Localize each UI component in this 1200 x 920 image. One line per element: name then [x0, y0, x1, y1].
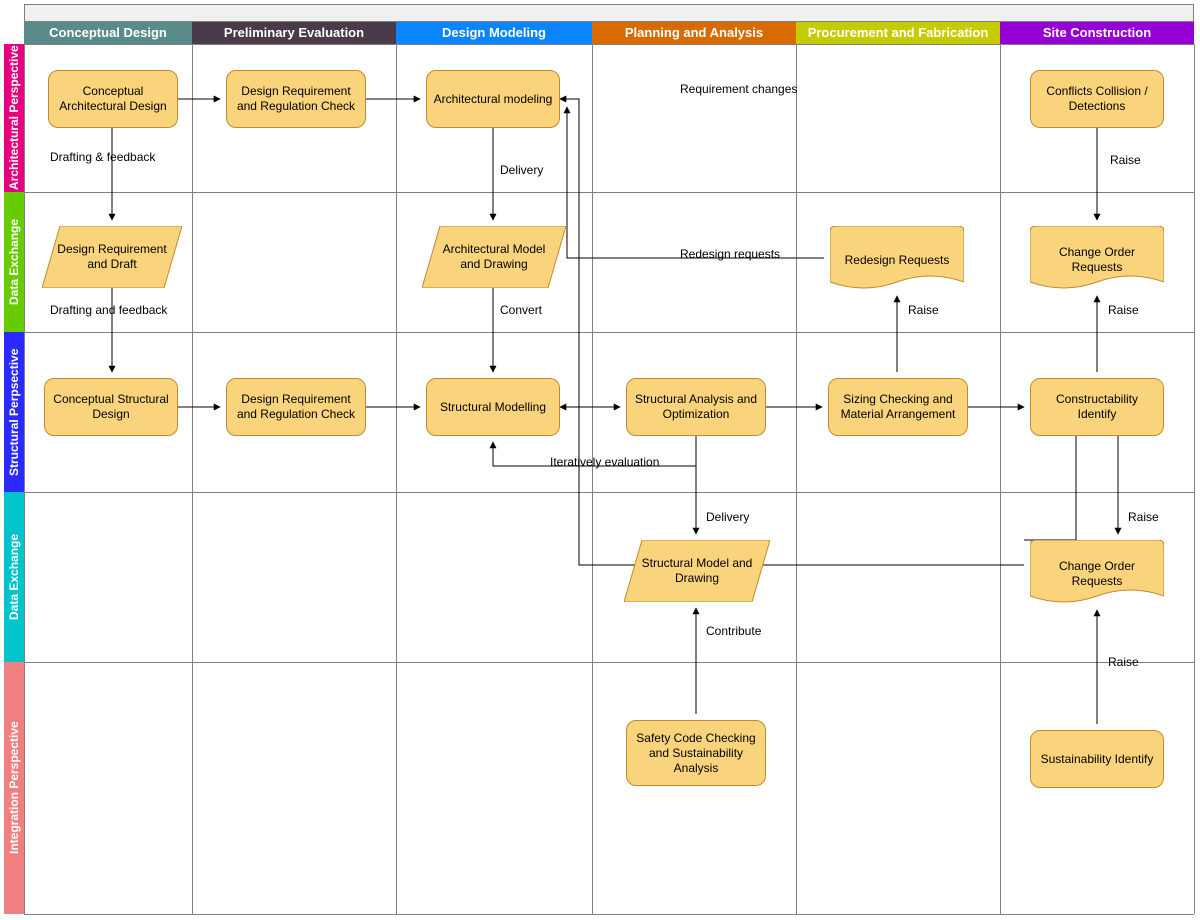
edge-label: Raise	[1110, 153, 1141, 167]
edge-label: Raise	[1108, 303, 1139, 317]
node-sizingCheck: Sizing Checking and Material Arrangement	[828, 378, 968, 436]
node-structModel: Structural Modelling	[426, 378, 560, 436]
node-structAnalysis: Structural Analysis and Optimization	[626, 378, 766, 436]
row-header-r2: Data Exchange	[4, 192, 24, 332]
top-bar	[24, 4, 1194, 22]
col-header-c2: Preliminary Evaluation	[192, 22, 396, 44]
node-safetyCheck: Safety Code Checking and Sustainability …	[626, 720, 766, 786]
node-reqCheck2: Design Requirement and Regulation Check	[226, 378, 366, 436]
edge-label: Raise	[908, 303, 939, 317]
col-header-c5: Procurement and Fabrication	[796, 22, 1000, 44]
edge-label: Drafting & feedback	[50, 150, 155, 164]
col-header-c4: Planning and Analysis	[592, 22, 796, 44]
node-reqCheck1: Design Requirement and Regulation Check	[226, 70, 366, 128]
node-sustainId: Sustainability Identify	[1030, 730, 1164, 788]
node-changeOrder1: Change Order Requests	[1030, 226, 1164, 294]
node-archDrawing: Architectural Model and Drawing	[422, 226, 566, 288]
col-header-c3: Design Modeling	[396, 22, 592, 44]
edge-label: Convert	[500, 303, 542, 317]
edge-label: Delivery	[500, 163, 543, 177]
node-redesignReq: Redesign Requests	[830, 226, 964, 294]
edge-label: Redesign requests	[680, 247, 780, 261]
col-header-c1: Conceptual Design	[24, 22, 192, 44]
swimlane-diagram: Conceptual Design Preliminary Evaluation…	[0, 0, 1200, 920]
node-structDrawing: Structural Model and Drawing	[624, 540, 770, 602]
row-header-r5: Integration Perspective	[4, 662, 24, 914]
edge-label: Drafting and feedback	[50, 303, 167, 317]
node-conceptStruct: Conceptual Structural Design	[44, 378, 178, 436]
node-conflicts: Conflicts Collision / Detections	[1030, 70, 1164, 128]
edge-label: Raise	[1108, 655, 1139, 669]
edge-label: Delivery	[706, 510, 749, 524]
node-changeOrder2: Change Order Requests	[1030, 540, 1164, 608]
row-header-r1: Architectural Perspective	[4, 44, 24, 192]
edge-label: Raise	[1128, 510, 1159, 524]
node-conceptArch: Conceptual Architectural Design	[48, 70, 178, 128]
col-header-c6: Site Construction	[1000, 22, 1194, 44]
edge-label: Iteratively evaluation	[550, 455, 659, 469]
node-constructId: Constructability Identify	[1030, 378, 1164, 436]
edge-label: Requirement changes	[680, 82, 797, 96]
node-designDraft: Design Requirement and Draft	[42, 226, 182, 288]
row-header-r4: Data Exchange	[4, 492, 24, 662]
row-header-r3: Structural Perpsective	[4, 332, 24, 492]
node-archModel: Architectural modeling	[426, 70, 560, 128]
edge-label: Contribute	[706, 624, 761, 638]
